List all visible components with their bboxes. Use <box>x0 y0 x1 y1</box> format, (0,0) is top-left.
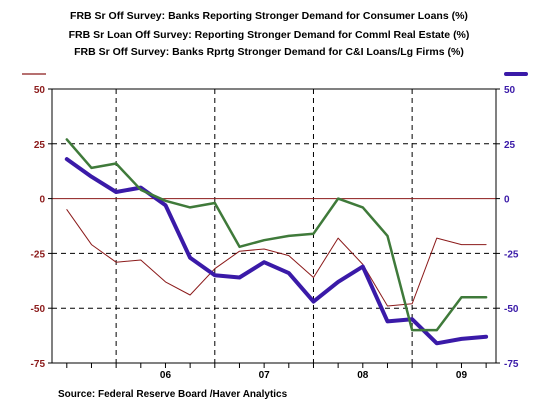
plot-frame <box>51 88 497 364</box>
x-label-2: 08 <box>357 370 369 381</box>
y-label-right-5: -75 <box>504 359 519 370</box>
plot-area: 50 50 25 25 0 0 -25 -25 -50 -50 -75 -75 06 07 08 09 <box>31 85 519 381</box>
series-line-0 <box>66 209 487 307</box>
y-label-left-2: 0 <box>39 195 45 206</box>
x-label-3: 09 <box>456 370 468 381</box>
y-label-right-2: 0 <box>504 195 510 206</box>
chart-title-comml-real-estate: FRB Sr Loan Off Survey: Reporting Strong… <box>69 29 470 41</box>
x-label-1: 07 <box>259 370 271 381</box>
y-label-right-1: 25 <box>504 140 516 151</box>
y-label-right-3: -25 <box>504 249 519 260</box>
y-label-right-0: 50 <box>504 85 516 96</box>
series-line-2 <box>65 138 488 332</box>
y-label-left-5: -75 <box>31 359 46 370</box>
y-label-left-0: 50 <box>34 85 46 96</box>
y-label-left-4: -50 <box>31 304 46 315</box>
y-label-left-3: -25 <box>31 249 46 260</box>
y-label-right-4: -50 <box>504 304 519 315</box>
series-line-1 <box>64 157 489 346</box>
source-note: Source: Federal Reserve Board /Haver Ana… <box>58 389 288 400</box>
chart-title-ci-loans: FRB Sr Off Survey: Banks Rprtg Stronger … <box>74 46 464 58</box>
y-label-left-1: 25 <box>34 140 46 151</box>
x-label-0: 06 <box>160 370 172 381</box>
chart-title-consumer-loans: FRB Sr Off Survey: Banks Reporting Stron… <box>70 10 468 22</box>
